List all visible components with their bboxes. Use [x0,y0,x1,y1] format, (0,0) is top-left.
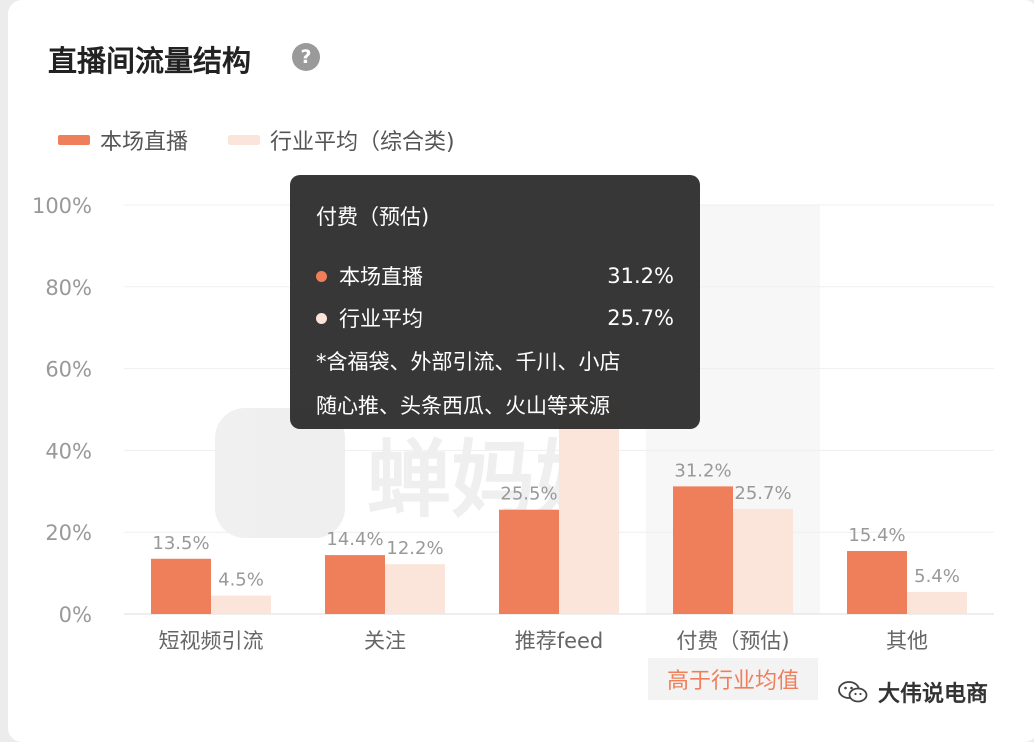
data-label: 31.2% [674,460,731,481]
question-icon[interactable]: ? [292,43,320,71]
tooltip-row-industry: 行业平均 25.7% [316,297,674,339]
bar [325,555,385,614]
tooltip-note-line2: 随心推、头条西瓜、火山等来源 [316,394,610,418]
tooltip-name-live: 本场直播 [339,265,423,289]
bar [385,564,445,614]
bar [211,595,271,614]
x-tick-label: 其他 [886,629,928,653]
chart-title: 直播间流量结构 [48,44,252,78]
y-tick-label: 40% [45,439,92,463]
brand: 大伟说电商 [838,676,988,708]
chart-tooltip: 付费（预估) 本场直播 31.2% 行业平均 25.7% *含福袋、外部引流、千… [290,175,700,429]
y-tick-label: 80% [45,276,92,300]
brand-name: 大伟说电商 [878,682,989,707]
y-tick-label: 100% [32,194,92,218]
tooltip-title: 付费（预估) [316,205,430,229]
tooltip-name-industry: 行业平均 [339,307,423,331]
data-label: 15.4% [848,525,905,546]
bar [559,405,619,614]
legend-swatch-industry [228,135,261,145]
data-label: 25.7% [734,483,791,504]
above-average-badge: 高于行业均值 [648,658,818,700]
tooltip-dot-live [316,270,327,282]
tooltip-note-line1: *含福袋、外部引流、千川、小店 [316,350,621,374]
y-tick-label: 20% [45,521,92,545]
bar [673,486,733,614]
tooltip-dot-industry [316,312,327,324]
data-label: 5.4% [914,566,960,587]
data-label: 14.4% [326,529,383,550]
x-tick-label: 推荐feed [515,629,604,653]
tooltip-row-live: 本场直播 31.2% [316,255,674,297]
bar [151,558,211,614]
legend-item-live[interactable]: 本场直播 [58,124,188,156]
bar [907,591,967,614]
data-label: 4.5% [218,570,264,591]
legend-item-industry[interactable]: 行业平均（综合类) [228,124,455,156]
legend-swatch-live [58,135,90,145]
tooltip-value-industry: 25.7% [607,306,674,330]
legend-label-live: 本场直播 [100,130,189,155]
legend-label-industry: 行业平均（综合类) [270,130,455,155]
x-tick-label: 短视频引流 [159,629,264,653]
tooltip-value-live: 31.2% [607,264,674,288]
y-tick-label: 0% [59,603,92,627]
bar [733,508,793,614]
data-label: 13.5% [152,533,209,554]
wechat-icon [838,681,868,703]
y-tick-label: 60% [45,358,92,382]
x-tick-label: 付费（预估) [676,629,789,653]
data-label: 25.5% [500,484,557,505]
x-tick-label: 关注 [364,629,406,653]
data-label: 12.2% [386,538,443,559]
legend: 本场直播 行业平均（综合类) [58,124,495,156]
bar [847,551,907,614]
bar [499,509,559,614]
